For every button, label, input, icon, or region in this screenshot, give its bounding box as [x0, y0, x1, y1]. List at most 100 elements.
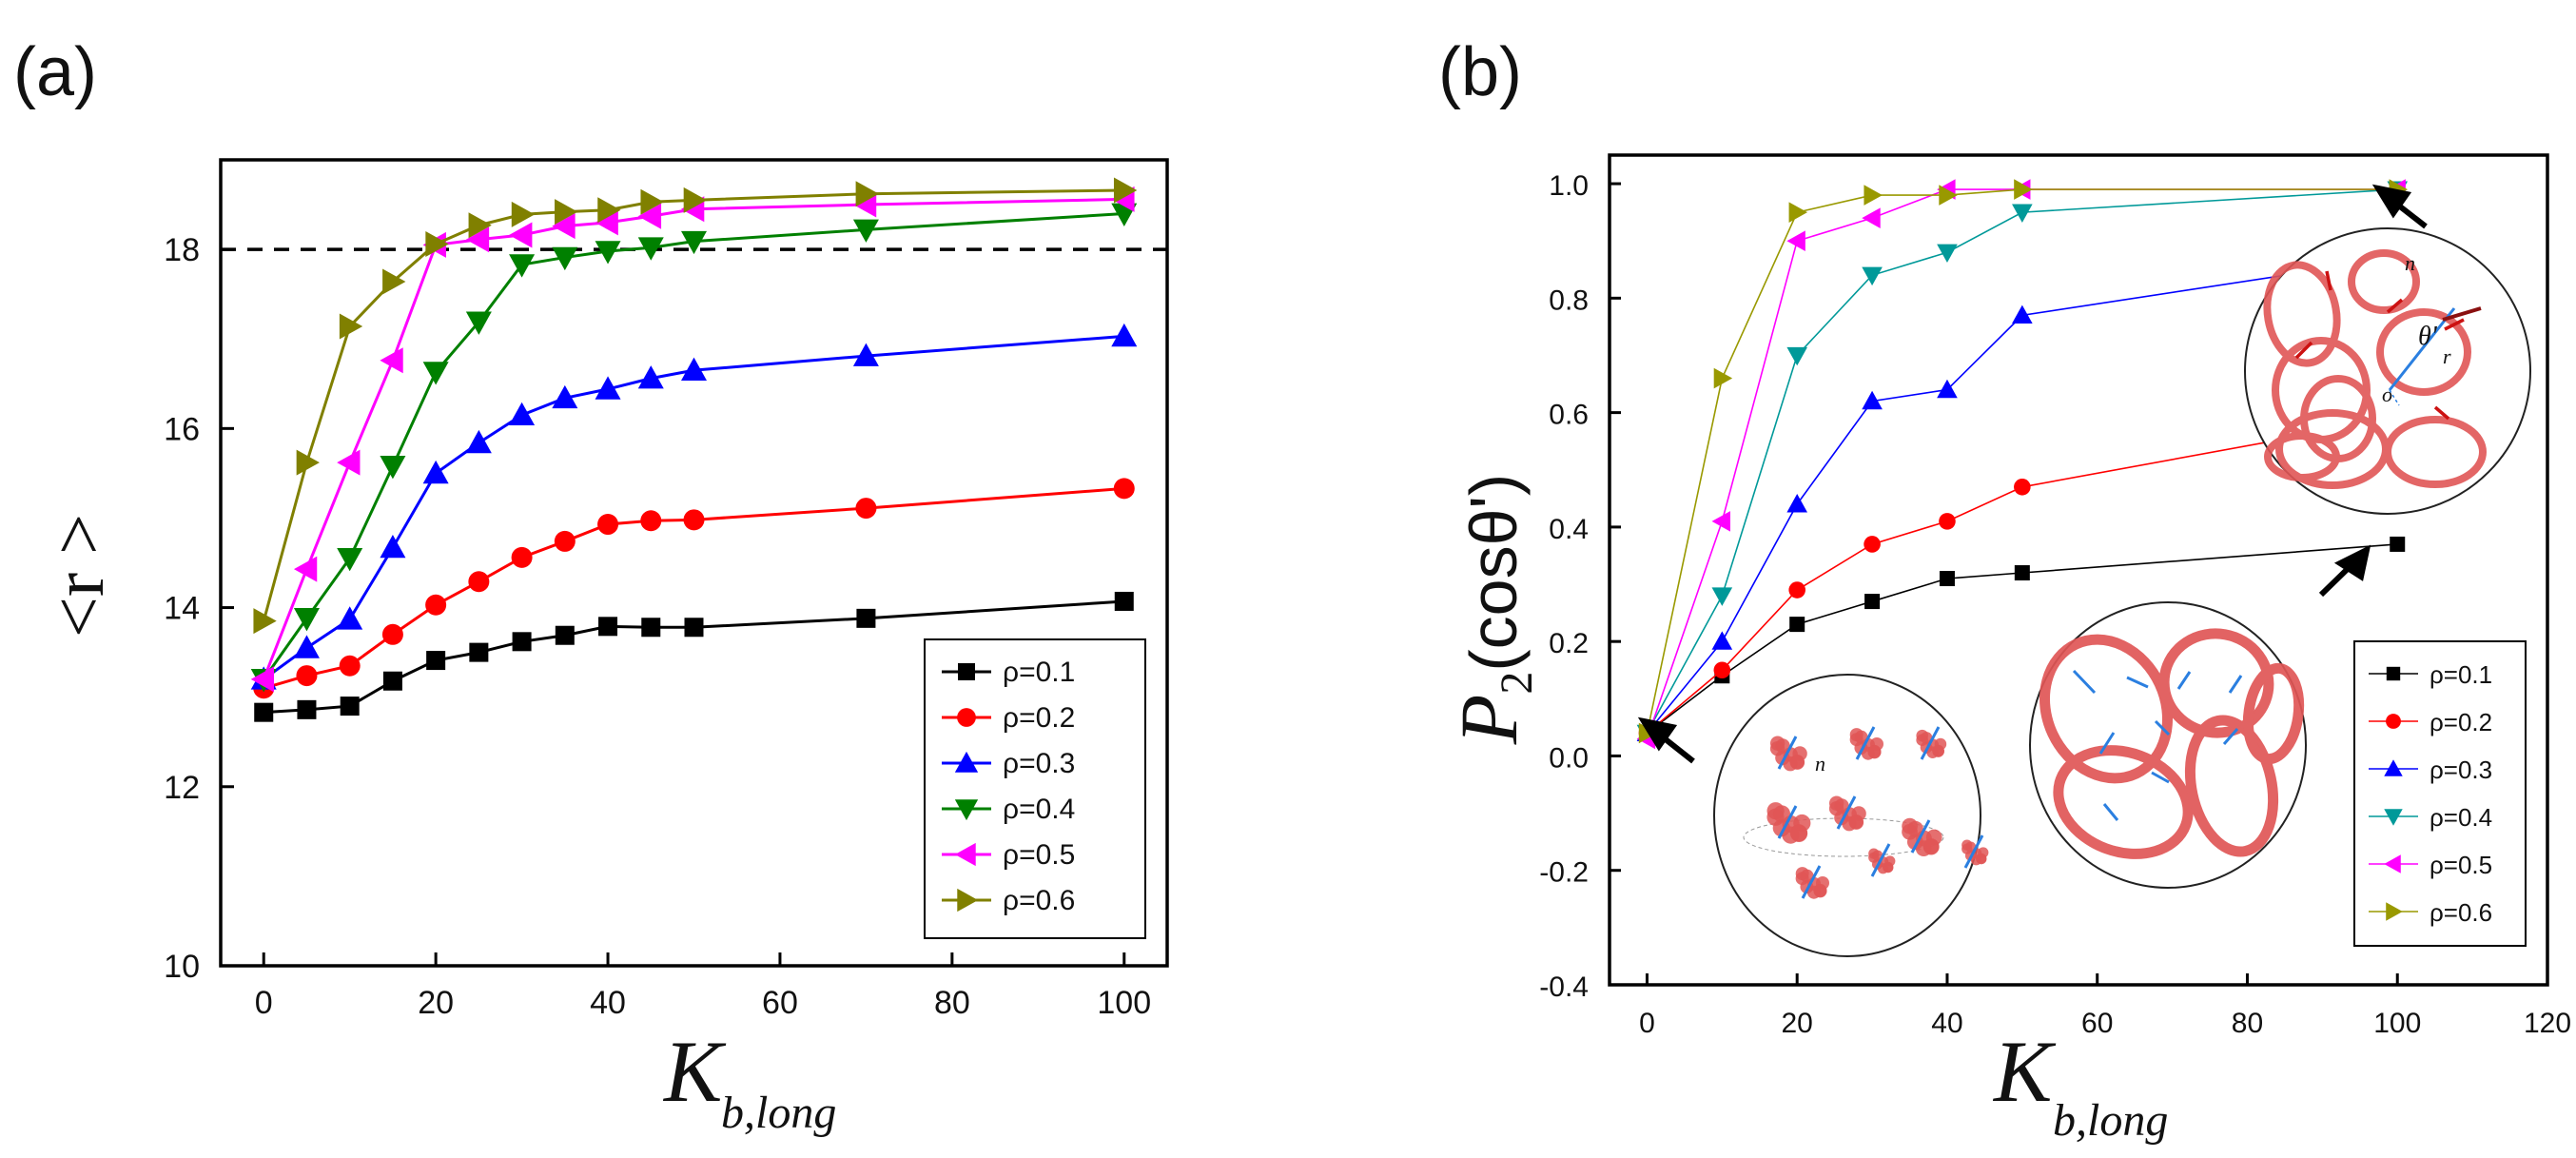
data-point	[468, 212, 492, 239]
data-point	[380, 347, 403, 374]
panel-b-legend-box	[2353, 640, 2527, 947]
y-tick-label: 1.0	[1549, 170, 1589, 202]
data-point	[511, 201, 536, 227]
x-tick-label: 0	[1639, 1008, 1655, 1039]
data-point	[250, 666, 275, 693]
data-point	[509, 402, 536, 426]
x-tick-label: 60	[2081, 1008, 2113, 1039]
legend-label: ρ=0.2	[2430, 708, 2492, 736]
y-tick-label: 14	[164, 591, 200, 627]
data-point	[469, 642, 489, 662]
series-3	[1636, 181, 2409, 744]
coil-orientation-arrow	[1777, 736, 1798, 770]
data-point	[855, 498, 877, 520]
data-point	[337, 547, 363, 572]
panel-b-ylabel-rest: (cosθ')	[1456, 474, 1531, 672]
data-point	[380, 535, 406, 559]
data-point	[637, 365, 664, 389]
series-5	[253, 177, 1138, 635]
arrow-top-right-head	[2371, 184, 2412, 219]
coil-bead	[1922, 838, 1940, 855]
panel-a: (a) 0 20 40 60 80 100 10 12 14 16 18 <r > K b,long…	[13, 34, 1169, 1138]
coil-orientation-arrow	[1836, 795, 1857, 830]
data-point	[597, 197, 621, 224]
data-point	[2390, 536, 2406, 552]
legend-marker	[957, 708, 976, 727]
data-point	[555, 625, 575, 645]
data-point	[509, 222, 533, 248]
data-point	[1862, 207, 1881, 228]
coil-bead	[1883, 862, 1894, 873]
inset-normal-label: n	[1815, 752, 1825, 775]
y-tick-label: 18	[164, 232, 200, 268]
data-point	[296, 665, 318, 687]
legend-label: ρ=0.4	[1003, 794, 1075, 825]
inset-random-coils: n	[1713, 674, 1989, 957]
data-point	[1939, 185, 1958, 206]
data-point	[1111, 323, 1138, 347]
data-point	[1711, 631, 1733, 650]
panel-b-label: (b)	[1438, 34, 1522, 110]
legend-label: ρ=0.5	[1003, 839, 1075, 871]
coil-orientation-arrow	[1855, 726, 1876, 760]
legend-label: ρ=0.5	[2430, 851, 2492, 879]
data-point	[422, 362, 449, 385]
data-point	[339, 313, 363, 340]
panel-b-ylabel-main: P	[1443, 695, 1534, 746]
data-point	[683, 186, 707, 213]
data-point	[339, 655, 361, 677]
data-point	[1786, 230, 1805, 252]
x-tick-label: 40	[1931, 1008, 1962, 1039]
legend-label: ρ=0.3	[2430, 756, 2492, 784]
data-point	[637, 203, 662, 229]
series-2	[250, 323, 1138, 690]
panel-a-xlabel-sub: b,long	[721, 1088, 836, 1138]
data-point	[1711, 587, 1733, 606]
panel-a-ticks: 0 20 40 60 80 100 10 12 14 16 18	[164, 232, 1151, 1021]
data-point	[382, 268, 406, 295]
panel-b: (b) 0 20 40 60 80 100 120-0.4-0.20.00.20.40.60…	[1438, 34, 2571, 1146]
data-point	[1713, 367, 1733, 389]
data-point	[337, 449, 361, 476]
inset-aligned-rings: n θ' r o	[2244, 227, 2531, 515]
series-4	[250, 186, 1135, 693]
legend-marker	[957, 888, 979, 913]
panel-a-legend-box	[924, 638, 1146, 939]
data-point	[681, 357, 707, 381]
data-point	[465, 429, 492, 454]
data-point	[637, 237, 664, 261]
data-point	[855, 181, 879, 207]
data-point	[422, 460, 449, 484]
panel-b-legend: ρ=0.1 ρ=0.2 ρ=0.3 ρ=0.4 ρ=0.5 ρ=0.6	[2353, 640, 2527, 947]
data-point	[552, 213, 576, 240]
legend-label: ρ=0.3	[1003, 748, 1075, 779]
y-tick-label: 16	[164, 411, 200, 447]
data-point	[254, 702, 274, 722]
data-point	[2014, 565, 2030, 581]
data-point	[852, 343, 879, 366]
data-point	[296, 449, 320, 476]
inset-rings	[2029, 601, 2307, 889]
data-point	[552, 384, 578, 409]
legend-label: ρ=0.4	[2430, 803, 2492, 832]
data-point	[684, 618, 704, 638]
data-point	[1864, 536, 1881, 553]
y-tick-label: 0.8	[1549, 285, 1589, 316]
data-point	[512, 632, 532, 652]
data-point	[683, 509, 705, 531]
panel-b-ylabel-sub: 2	[1492, 672, 1542, 695]
data-point	[293, 556, 318, 582]
inset-r-label: r	[2443, 344, 2451, 368]
data-point	[1939, 513, 1956, 530]
inset-o-label: o	[2382, 383, 2392, 406]
data-point	[1788, 581, 1805, 599]
x-tick-label: 80	[934, 985, 970, 1021]
arrow-mid-right-head	[2333, 544, 2371, 581]
panel-b-plot-frame	[1608, 153, 2549, 987]
y-tick-label: 12	[164, 770, 200, 806]
legend-label: ρ=0.6	[1003, 885, 1075, 916]
pointer-arrows	[1637, 184, 2428, 764]
data-point	[640, 510, 662, 532]
inset-n-label: n	[2405, 251, 2415, 275]
panel-a-label: (a)	[13, 34, 97, 110]
